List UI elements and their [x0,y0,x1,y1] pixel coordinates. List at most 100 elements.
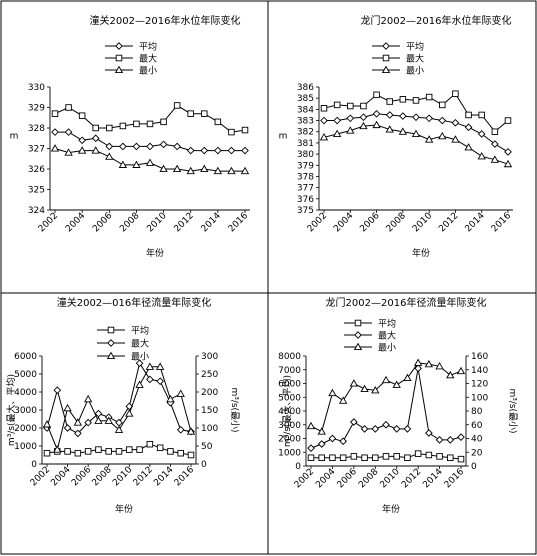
x-tick-label-2-5: 2012 [132,465,155,488]
data-point-1-2-3 [359,121,368,130]
data-point-3-1-12 [435,436,444,444]
legend-marker-2-1 [107,339,115,347]
y-tick-label-1-9: 384 [297,105,314,115]
legend-label-1-0: 平均 [406,41,424,53]
x-tick-label-3-2: 2006 [336,467,359,490]
data-point-2-0-0 [43,449,51,457]
data-point-2-0-5 [95,446,102,453]
data-point-3-0-11 [425,451,433,459]
data-point-3-1-7 [382,420,390,429]
data-point-1-1-11 [465,111,472,119]
x-tick-label-0-1: 2004 [64,211,87,234]
data-point-2-2-12 [166,394,175,403]
data-point-0-1-8 [160,118,167,126]
data-point-0-2-4 [105,152,114,160]
data-point-0-2-6 [132,160,141,168]
y-tick-label-2-2: 2000 [14,424,37,434]
data-point-0-0-11 [200,146,209,155]
data-point-0-1-9 [173,102,181,109]
data-point-3-1-5 [360,425,369,433]
y-tick-label-3-1: 1000 [278,448,301,458]
data-point-0-1-13 [228,128,235,136]
legend-marker-3-0 [354,319,362,327]
data-point-0-0-5 [119,142,127,151]
data-point-1-2-11 [464,143,473,151]
legend-label-2-0: 平均 [131,325,149,337]
x-tick-label-2-6: 2014 [152,465,175,488]
data-point-2-0-12 [167,448,174,455]
data-point-1-0-8 [425,114,433,123]
y-axis-label-0: m [10,132,19,142]
y-tick-right-label-2-1: 50 [201,442,213,452]
data-point-0-2-7 [145,158,155,166]
data-point-3-0-6 [372,454,379,462]
x-tick-label-2-7: 2016 [173,465,196,488]
data-point-3-0-2 [329,454,336,462]
x-tick-label-0-3: 2008 [118,211,141,234]
data-point-0-1-0 [51,110,59,117]
y-tick-label-3-7: 7000 [278,366,301,376]
y-tick-label-1-8: 383 [297,117,314,127]
y-tick-label-3-5: 5000 [278,393,301,403]
data-point-0-2-14 [240,166,250,175]
data-point-1-2-7 [411,129,421,138]
data-point-2-0-7 [115,448,123,455]
x-tick-label-3-6: 2014 [421,467,444,490]
data-point-1-0-5 [385,111,394,119]
data-point-0-2-12 [213,166,223,175]
data-point-0-0-3 [91,134,100,143]
y-tick-label-0-2: 326 [28,165,45,175]
data-point-2-1-1 [53,386,62,395]
x-tick-label-0-4: 2010 [145,211,168,234]
x-tick-label-0-5: 2012 [173,211,196,234]
data-point-0-2-3 [91,146,100,154]
legend-marker-2-0 [107,326,115,334]
data-point-1-2-12 [477,152,486,160]
data-point-0-2-1 [64,148,73,156]
x-axis-label-0: 年份 [146,247,164,259]
data-point-0-2-9 [172,164,182,173]
data-point-2-0-8 [126,446,133,453]
data-point-1-2-8 [424,135,434,143]
panel-border-3 [267,292,537,555]
data-point-1-2-0 [319,133,329,141]
data-point-0-0-12 [214,146,222,155]
data-point-3-0-12 [436,453,443,460]
data-point-1-0-14 [504,148,512,156]
data-point-0-0-6 [132,142,141,151]
data-point-1-2-4 [372,120,381,129]
y-tick-label-3-2: 2000 [278,435,301,445]
data-point-1-1-1 [333,101,341,109]
legend-marker-0-1 [115,54,123,62]
y-tick-right-label-3-5: 100 [471,393,488,403]
data-point-2-2-6 [104,416,113,424]
y-tick-label-3-6: 6000 [278,380,301,390]
y-tick-right-label-2-3: 150 [201,406,218,416]
data-point-3-0-1 [318,454,325,462]
x-tick-label-2-1: 2004 [49,465,72,488]
data-point-1-1-10 [452,90,459,97]
data-point-3-2-7 [381,375,391,384]
y-tick-right-label-3-8: 160 [471,352,488,362]
chart-title-3: 龙门2002—2016年径流量年际变化 [326,296,487,309]
data-point-0-0-10 [186,146,195,155]
data-point-1-1-0 [320,104,328,112]
y-tick-label-1-1: 376 [297,195,314,205]
x-tick-label-3-4: 2010 [379,467,402,490]
y-tick-label-2-0: 0 [31,460,37,470]
data-point-3-2-8 [392,380,401,388]
data-point-3-0-0 [307,454,315,462]
data-point-3-2-0 [306,421,316,430]
data-point-3-0-9 [404,454,411,462]
data-point-3-1-0 [307,444,315,452]
legend-label-1-1: 最大 [406,53,424,65]
data-point-1-0-4 [372,109,381,118]
y-axis-label-2: m³/s(最大、平均) [5,374,17,446]
data-point-0-0-14 [241,146,249,155]
y-tick-label-1-3: 378 [297,172,314,182]
y-tick-label-3-3: 3000 [278,421,301,431]
y-tick-right-label-2-2: 100 [201,424,218,434]
legend-label-3-2: 最小 [378,343,396,354]
data-point-2-2-0 [42,420,52,428]
